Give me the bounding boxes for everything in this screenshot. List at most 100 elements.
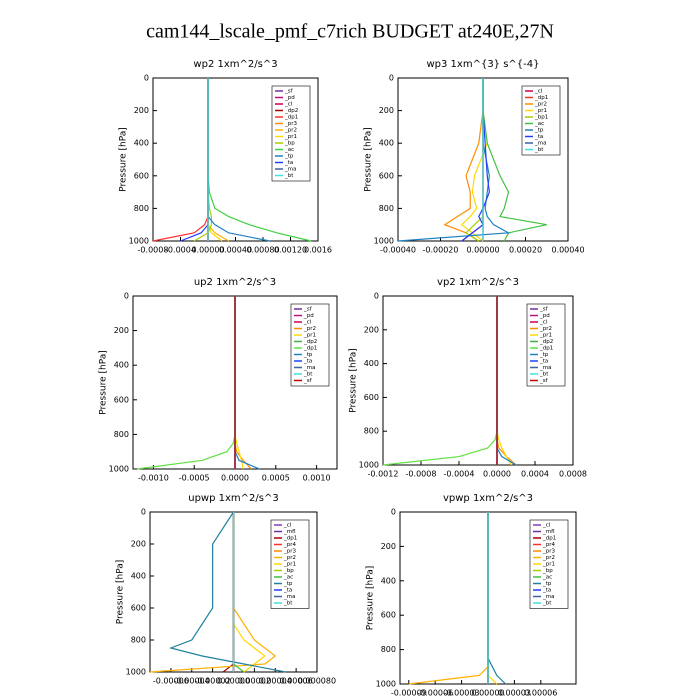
x-tick-label: 0.0010	[303, 474, 331, 483]
x-tick-label: -0.00003	[444, 689, 480, 698]
x-tick-label: 0.00000	[466, 246, 499, 255]
y-tick-label: 600	[379, 171, 394, 180]
x-tick-label: -0.00004	[174, 677, 210, 686]
y-tick-label: 800	[381, 645, 396, 654]
x-tick-label: 0.00020	[509, 246, 542, 255]
x-tick-label: -0.0005	[179, 474, 210, 483]
legend-label: _dp1	[534, 95, 548, 101]
x-tick-label: 0.0008	[559, 470, 587, 479]
x-tick-label: -0.00040	[380, 246, 416, 255]
x-tick-label: 0.00080	[246, 246, 279, 255]
y-axis-label: Pressure [hPa]	[349, 348, 359, 413]
y-axis-label: Pressure [hPa]	[119, 127, 129, 192]
legend-label: _bp	[283, 568, 294, 574]
y-tick-label: 1000	[126, 668, 146, 677]
x-tick-label: -0.0008	[138, 246, 169, 255]
legend-label: _ma	[284, 167, 296, 173]
x-tick-label: -0.0008	[406, 470, 437, 479]
legend-label: _dp1	[283, 536, 297, 542]
x-tick-label: 0.00002	[238, 677, 271, 686]
legend-label: _pr2	[539, 326, 552, 332]
x-tick-label: 0.00003	[498, 689, 531, 698]
legend-label: _pr1	[534, 108, 547, 114]
legend-label: _ac	[284, 147, 294, 153]
y-tick-label: 1000	[374, 237, 394, 246]
legend-label: _ma	[534, 141, 546, 147]
y-tick-label: 400	[364, 359, 379, 368]
legend-label: _cl	[283, 523, 292, 529]
legend-label: _cl	[303, 320, 312, 326]
legend-label: _pr1	[303, 333, 316, 339]
y-tick-label: 0	[374, 292, 379, 301]
legend-label: _cl	[542, 523, 551, 529]
legend-label: _sf	[284, 89, 294, 95]
legend-label: _ta	[539, 359, 548, 365]
y-axis-label: Pressure [hPa]	[364, 127, 374, 192]
x-tick-label: -0.0010	[138, 474, 169, 483]
x-tick-label: -0.0012	[368, 470, 399, 479]
x-tick-label: 0.00040	[551, 246, 584, 255]
legend-label: _tp	[303, 352, 313, 358]
legend-label: _tp	[283, 581, 293, 587]
legend-label: _tp	[284, 154, 294, 160]
legend-label: _bt	[283, 601, 293, 607]
x-tick-label: 0.00000	[217, 677, 250, 686]
legend-label: _dp2	[303, 339, 317, 345]
profile-line	[168, 511, 286, 673]
x-tick-label: -0.00006	[153, 677, 189, 686]
y-axis-label: Pressure [hPa]	[366, 566, 376, 631]
x-tick-label: 0.0005	[262, 474, 290, 483]
legend-label: _dp1	[303, 346, 317, 352]
x-tick-label: 0.0004	[521, 470, 549, 479]
plot-frame	[382, 295, 574, 466]
legend-label: _cl	[284, 102, 293, 108]
y-tick-label: 800	[364, 427, 379, 436]
legend-label: _pr1	[284, 134, 297, 140]
legend-label: _pr2	[283, 555, 296, 561]
profile-line	[482, 78, 547, 242]
y-tick-label: 800	[131, 636, 146, 645]
x-tick-label: 0.000080	[298, 677, 336, 686]
x-tick-label: 0.00120	[274, 246, 307, 255]
legend-label: _dp1	[539, 346, 553, 352]
y-tick-label: 0	[124, 292, 129, 301]
legend-label: _ac	[534, 121, 544, 127]
legend-label: _dp1	[542, 536, 556, 542]
legend-label: _pr3	[542, 549, 556, 555]
legend-label: _ta	[542, 588, 551, 594]
legend-box	[290, 303, 330, 387]
profile-line	[461, 78, 490, 242]
x-tick-label: 0.0000	[221, 474, 249, 483]
legend-label: _bp	[284, 141, 295, 147]
legend-label: _tp	[534, 128, 544, 134]
legend-label: _pr2	[303, 326, 316, 332]
legend-label: _pr2	[542, 555, 555, 561]
legend-label: _pr2	[534, 102, 547, 108]
y-axis-label: Pressure [hPa]	[99, 350, 109, 415]
legend-label: _pr1	[283, 562, 296, 568]
panel-title: up2 1xm^2/s^3	[194, 277, 276, 288]
legend-label: _ma	[303, 365, 315, 371]
legend-label: _pr3	[284, 121, 298, 127]
legend-label: _pd	[284, 95, 295, 101]
legend-label: _tp	[542, 581, 552, 587]
legend-label: _ma	[283, 594, 295, 600]
y-tick-label: 200	[114, 326, 129, 335]
legend-label: _pr4	[283, 542, 297, 548]
legend-label: _ma	[542, 594, 554, 600]
x-tick-label: 0.00006	[524, 689, 557, 698]
x-tick-label: 0.00004	[259, 677, 292, 686]
legend-label: _pr1	[539, 333, 552, 339]
panel-title: wp3 1xm^{3} s^{-4}	[426, 59, 539, 70]
y-tick-label: 400	[114, 361, 129, 370]
legend-label: _ta	[284, 160, 293, 166]
legend-label: _dp2	[539, 339, 553, 345]
y-tick-label: 200	[131, 540, 146, 549]
legend-label: _ta	[303, 359, 312, 365]
y-tick-label: 0	[144, 74, 149, 83]
legend-label: _ac	[542, 575, 552, 581]
legend-label: _mfl	[542, 529, 555, 535]
y-tick-label: 400	[379, 139, 394, 148]
